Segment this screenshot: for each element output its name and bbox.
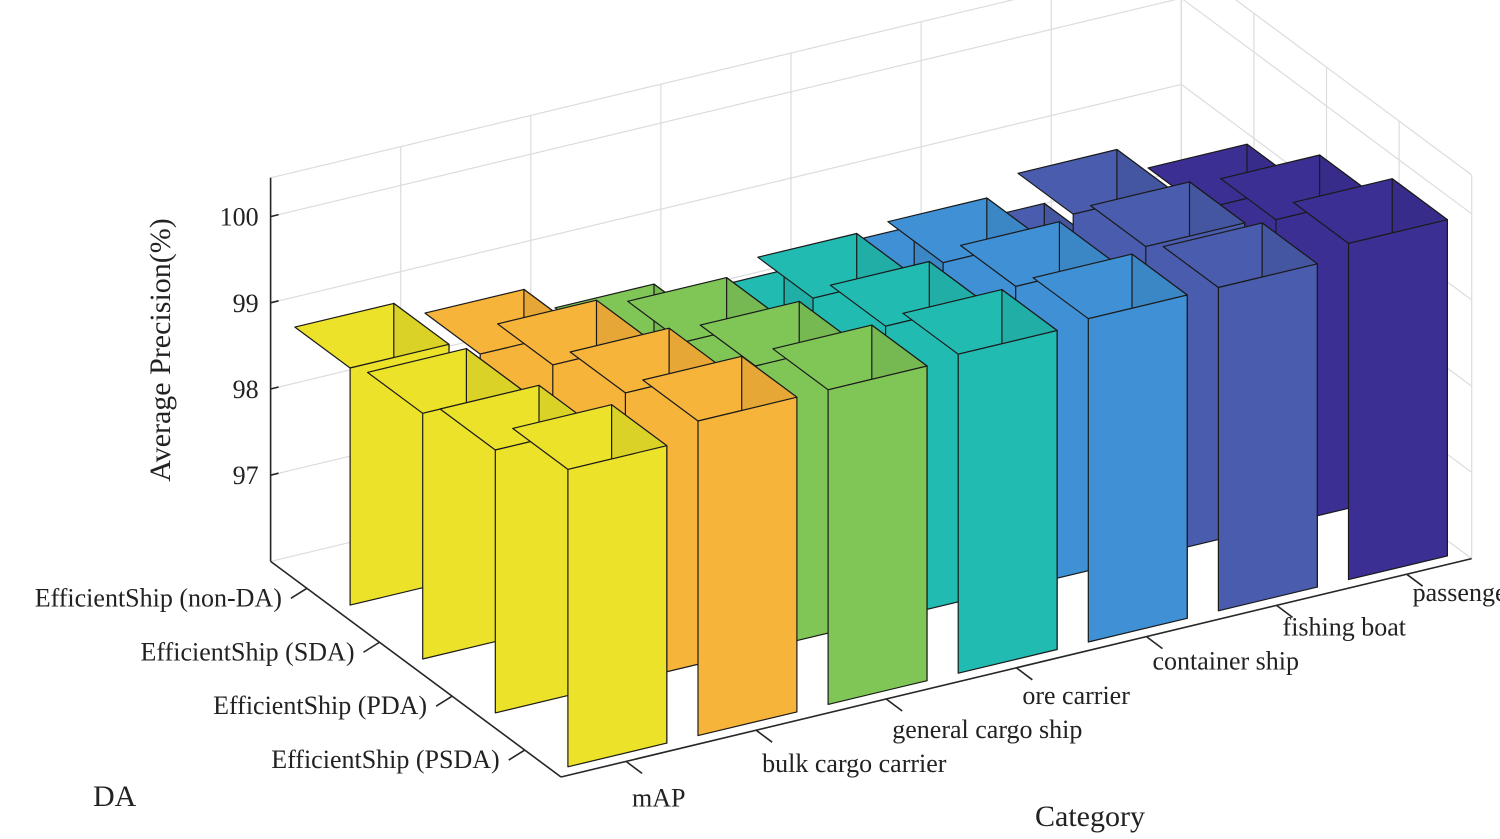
- x-tick-mark: [885, 698, 903, 712]
- x-tick-label: ore carrier: [1022, 681, 1130, 710]
- z-tick-mark: [270, 300, 279, 304]
- depth-tick-label: EfficientShip (SDA): [141, 637, 355, 666]
- x-tick-mark: [1406, 573, 1424, 587]
- bar-front-face: [1347, 219, 1449, 581]
- bar: [902, 289, 1058, 674]
- depth-tick-label: EfficientShip (PDA): [213, 691, 427, 720]
- z-tick-label: 100: [220, 203, 259, 232]
- x-axis-label: Category: [1035, 800, 1145, 833]
- grid-line: [1182, 0, 1473, 215]
- depth-tick-mark: [508, 749, 526, 761]
- z-tick-label: 97: [233, 461, 259, 490]
- bar: [1292, 178, 1449, 581]
- x-tick-label: mAP: [632, 783, 685, 812]
- bar-front-face: [957, 329, 1058, 674]
- x-tick-mark: [755, 729, 773, 743]
- x-tick-label: fishing boat: [1283, 612, 1407, 641]
- bar-front-face: [1087, 294, 1188, 643]
- grid-line: [270, 83, 1182, 304]
- bar: [512, 404, 668, 768]
- bar: [772, 324, 928, 706]
- x-tick-mark: [1015, 667, 1033, 681]
- y-axis-label: Average Precision(%): [144, 218, 177, 482]
- z-tick-mark: [270, 472, 279, 476]
- z-tick-label: 99: [233, 289, 259, 318]
- x-tick-label: passenger ship: [1413, 578, 1500, 607]
- depth-tick-label: EfficientShip (non-DA): [35, 583, 282, 612]
- depth-tick-mark: [363, 641, 380, 653]
- z-tick-label: 98: [233, 375, 259, 404]
- bar-front-face: [567, 445, 668, 768]
- grid-line: [270, 0, 1473, 179]
- bar-front-face: [697, 396, 798, 737]
- x-tick-label: general cargo ship: [892, 715, 1082, 744]
- x-tick-mark: [625, 760, 643, 775]
- bar: [1162, 222, 1318, 612]
- bar-front-face: [1217, 263, 1318, 612]
- depth-tick-mark: [435, 695, 453, 707]
- bar-front-face: [827, 365, 928, 706]
- depth-axis-label: DA: [93, 780, 137, 813]
- depth-tick-label: EfficientShip (PSDA): [271, 745, 499, 774]
- x-tick-mark: [1276, 604, 1294, 619]
- z-tick-mark: [270, 213, 279, 218]
- x-tick-mark: [1145, 635, 1163, 650]
- labels-layer: 97 98 99 100 mAP bulk cargo carrier general ca…: [35, 203, 1500, 813]
- x-tick-label: container ship: [1152, 647, 1299, 676]
- x-tick-label: bulk cargo carrier: [762, 749, 947, 778]
- bar: [1032, 253, 1188, 643]
- z-tick-mark: [270, 386, 279, 390]
- bars-layer: [294, 143, 1449, 768]
- bar: [642, 355, 798, 737]
- depth-axis-line: [270, 560, 562, 778]
- depth-tick-mark: [290, 587, 308, 600]
- grid-line: [270, 0, 1177, 218]
